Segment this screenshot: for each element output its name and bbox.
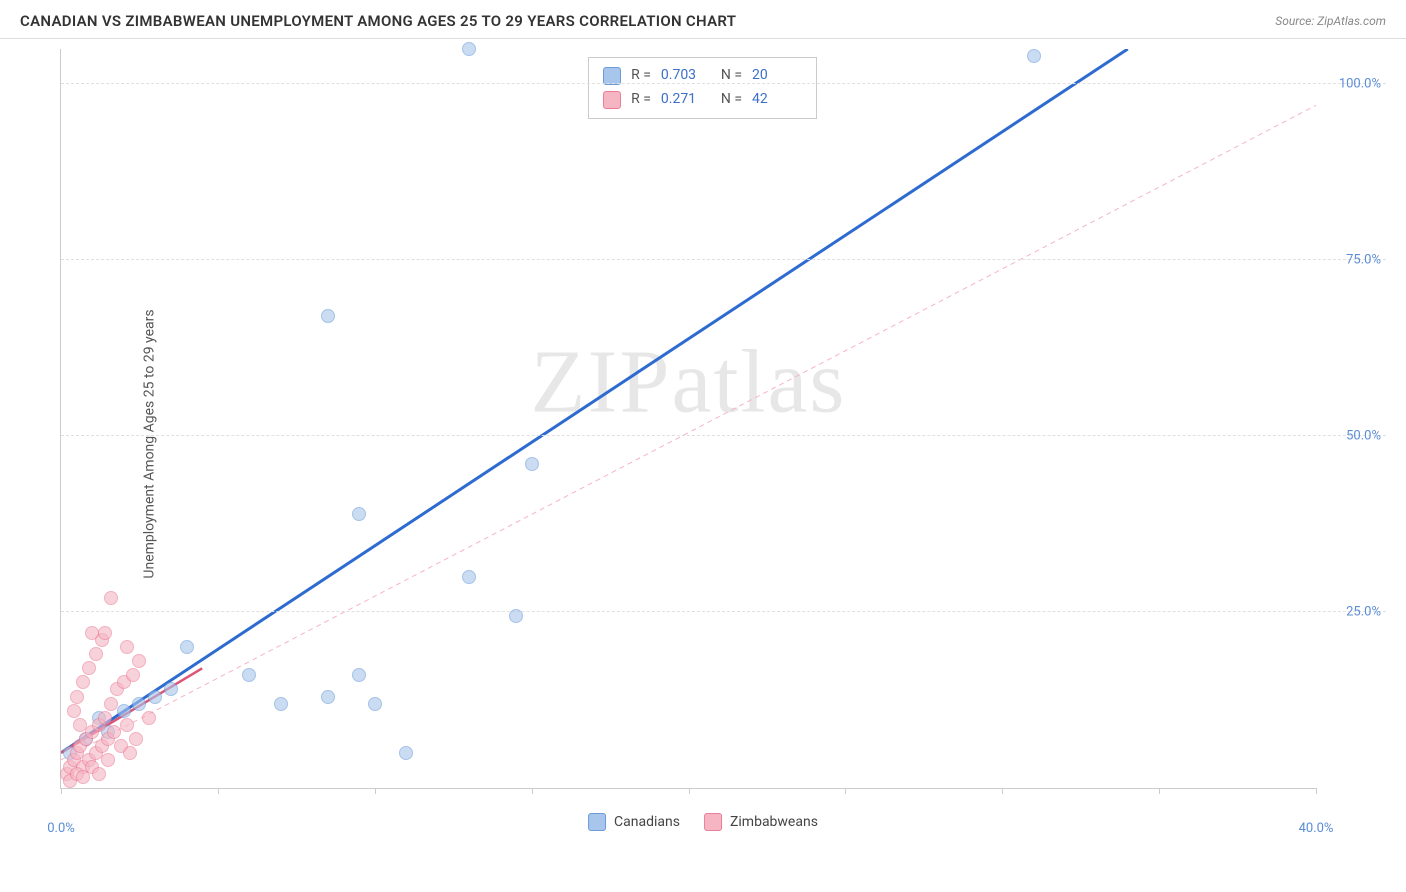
grid-line-horizontal [61,435,1386,436]
chart-title: CANADIAN VS ZIMBABWEAN UNEMPLOYMENT AMON… [20,12,736,30]
scatter-point [67,704,81,718]
scatter-point [242,668,256,682]
x-tick-label: 40.0% [1299,821,1334,836]
scatter-point [101,753,115,767]
scatter-point [321,309,335,323]
source-label: Source: ZipAtlas.com [1275,14,1386,28]
r-label: R = [631,64,651,88]
scatter-point [132,697,146,711]
plot-region: ZIPatlas R =0.703N =20R =0.271N =42 25.0… [60,49,1316,789]
y-tick-label: 50.0% [1346,429,1381,444]
scatter-point [92,767,106,781]
n-value: 20 [752,64,802,88]
scatter-point [509,609,523,623]
scatter-point [98,626,112,640]
scatter-point [126,668,140,682]
y-tick-label: 25.0% [1346,605,1381,620]
scatter-point [98,711,112,725]
scatter-point [89,647,103,661]
scatter-point [321,690,335,704]
scatter-point [462,570,476,584]
grid-line-horizontal [61,611,1386,612]
trend-line [61,49,1128,753]
legend-swatch [588,813,606,831]
scatter-point [120,640,134,654]
scatter-point [142,711,156,725]
n-value: 42 [752,88,802,112]
trend-line [61,105,1316,760]
scatter-point [120,718,134,732]
scatter-point [164,682,178,696]
grid-line-horizontal [61,83,1386,84]
scatter-point [132,654,146,668]
stats-legend-row: R = 0.271 N = 42 [603,88,802,112]
scatter-point [525,457,539,471]
x-tick [218,788,219,794]
scatter-point [352,507,366,521]
legend-item: Canadians [588,813,680,831]
chart-area: Unemployment Among Ages 25 to 29 years Z… [20,39,1386,849]
scatter-point [148,690,162,704]
legend-item: Zimbabweans [704,813,818,831]
scatter-point [180,640,194,654]
scatter-point [1027,49,1041,63]
scatter-point [104,697,118,711]
scatter-point [399,746,413,760]
legend-label: Zimbabweans [730,814,818,830]
n-label: N = [721,64,742,88]
scatter-point [76,675,90,689]
watermark: ZIPatlas [531,330,847,433]
x-tick [845,788,846,794]
scatter-point [117,704,131,718]
y-tick-label: 75.0% [1346,253,1381,268]
y-tick-label: 100.0% [1339,77,1381,92]
x-tick [375,788,376,794]
x-tick-label: 0.0% [47,821,75,836]
stats-legend-box: R = 0.703 N = 20 R = 0.271 N = 42 [588,57,817,119]
legend-swatch [603,67,621,85]
scatter-point [352,668,366,682]
x-tick [1002,788,1003,794]
x-tick [61,788,62,794]
r-label: R = [631,88,651,112]
scatter-point [70,690,84,704]
scatter-point [274,697,288,711]
scatter-point [73,718,87,732]
scatter-point [104,591,118,605]
legend-label: Canadians [614,814,680,830]
scatter-point [368,697,382,711]
scatter-point [82,661,96,675]
scatter-point [129,732,143,746]
scatter-point [462,42,476,56]
x-tick [1159,788,1160,794]
x-tick [532,788,533,794]
stats-legend-row: R = 0.703 N = 20 [603,64,802,88]
legend-swatch [704,813,722,831]
r-value: 0.271 [661,88,711,112]
series-legend: Canadians Zimbabweans [588,813,818,831]
n-label: N = [721,88,742,112]
x-tick [1316,788,1317,794]
legend-swatch [603,91,621,109]
x-tick [689,788,690,794]
scatter-point [123,746,137,760]
r-value: 0.703 [661,64,711,88]
grid-line-horizontal [61,259,1386,260]
